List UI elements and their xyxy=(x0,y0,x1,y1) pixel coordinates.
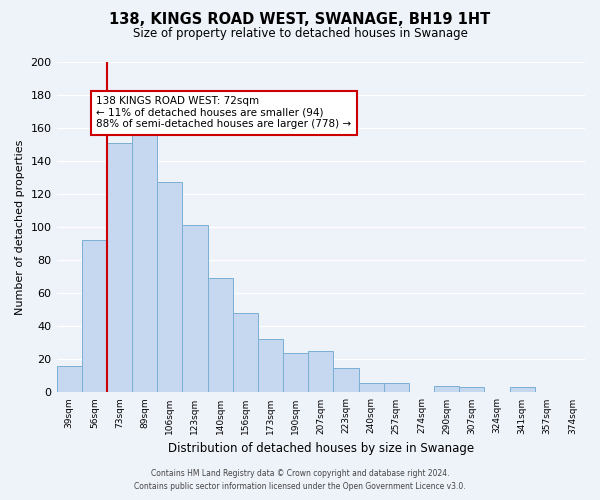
Bar xyxy=(308,351,334,393)
Bar xyxy=(208,278,233,392)
Bar xyxy=(459,388,484,392)
Bar xyxy=(157,182,182,392)
Text: 138 KINGS ROAD WEST: 72sqm
← 11% of detached houses are smaller (94)
88% of semi: 138 KINGS ROAD WEST: 72sqm ← 11% of deta… xyxy=(96,96,352,130)
Bar xyxy=(82,240,107,392)
Bar xyxy=(107,142,132,392)
Text: Contains HM Land Registry data © Crown copyright and database right 2024.
Contai: Contains HM Land Registry data © Crown c… xyxy=(134,469,466,491)
Bar xyxy=(359,382,383,392)
Bar xyxy=(56,366,82,392)
Bar xyxy=(383,382,409,392)
Bar xyxy=(509,388,535,392)
Bar xyxy=(233,313,258,392)
Bar xyxy=(283,352,308,393)
Bar xyxy=(334,368,359,392)
Bar xyxy=(182,226,208,392)
Y-axis label: Number of detached properties: Number of detached properties xyxy=(15,140,25,314)
Bar xyxy=(258,340,283,392)
Bar xyxy=(434,386,459,392)
Text: Size of property relative to detached houses in Swanage: Size of property relative to detached ho… xyxy=(133,28,467,40)
X-axis label: Distribution of detached houses by size in Swanage: Distribution of detached houses by size … xyxy=(168,442,474,455)
Bar xyxy=(132,121,157,392)
Text: 138, KINGS ROAD WEST, SWANAGE, BH19 1HT: 138, KINGS ROAD WEST, SWANAGE, BH19 1HT xyxy=(109,12,491,28)
